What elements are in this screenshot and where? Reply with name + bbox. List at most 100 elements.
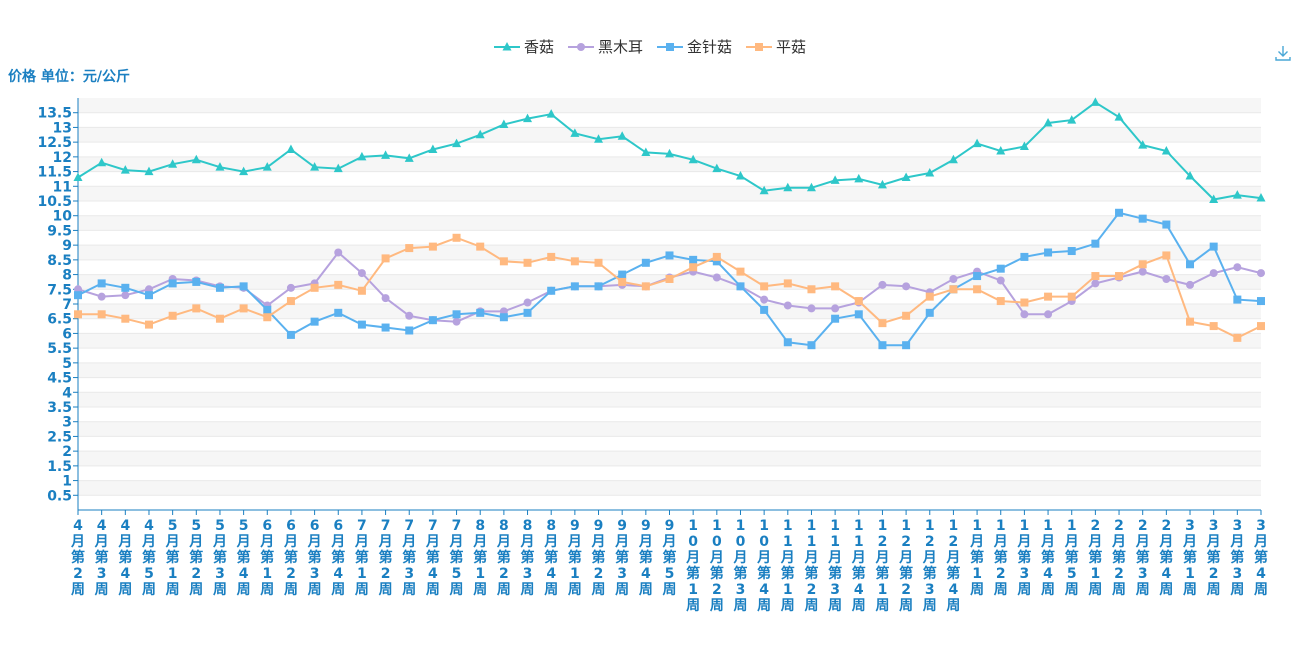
legend-marker-icon bbox=[746, 42, 773, 51]
data-point bbox=[665, 148, 674, 158]
x-tick-label: 4 月第 4 周 bbox=[117, 518, 132, 598]
legend-item[interactable]: 平菇 bbox=[746, 36, 806, 57]
legend-item[interactable]: 香菇 bbox=[493, 36, 554, 57]
data-point bbox=[925, 168, 935, 177]
data-point bbox=[546, 109, 556, 118]
legend-marker-icon bbox=[657, 42, 683, 51]
x-tick-label: 8 月第 2 周 bbox=[496, 518, 511, 598]
data-point bbox=[1067, 115, 1077, 124]
data-point bbox=[239, 166, 249, 176]
legend-marker bbox=[755, 42, 764, 51]
y-tick-label: 7 bbox=[62, 297, 72, 313]
x-tick-label: 1 2 月第 3 周 bbox=[922, 518, 937, 614]
data-point bbox=[712, 257, 721, 266]
data-point bbox=[1162, 274, 1171, 283]
data-point bbox=[1044, 310, 1053, 319]
legend-label: 香菇 bbox=[523, 38, 554, 56]
data-point bbox=[215, 283, 224, 292]
data-point bbox=[878, 280, 887, 289]
x-tick-label: 1 0 月第 3 周 bbox=[732, 518, 747, 614]
x-tick-label: 1 2 月第 4 周 bbox=[945, 518, 960, 614]
data-point bbox=[405, 311, 414, 320]
data-point bbox=[807, 304, 816, 313]
data-point bbox=[286, 330, 295, 339]
data-point bbox=[1209, 269, 1218, 278]
data-point bbox=[310, 283, 319, 292]
grid-band bbox=[78, 377, 1261, 393]
data-point bbox=[1232, 190, 1242, 199]
data-point bbox=[97, 310, 106, 319]
x-tick-label: 1 月第 5 周 bbox=[1064, 518, 1079, 598]
grid-band bbox=[78, 495, 1261, 510]
data-point bbox=[665, 274, 674, 283]
data-point bbox=[476, 308, 485, 317]
grid-band bbox=[78, 421, 1261, 437]
grid-band bbox=[78, 304, 1261, 319]
x-tick-label: 1 2 月第 1 周 bbox=[874, 518, 889, 614]
grid-band bbox=[78, 333, 1261, 349]
y-tick-label: 9.5 bbox=[47, 223, 72, 239]
data-point bbox=[1233, 263, 1242, 272]
download-icon[interactable] bbox=[1274, 44, 1292, 62]
legend-marker bbox=[666, 42, 674, 51]
data-point bbox=[570, 282, 579, 291]
data-point bbox=[1233, 295, 1242, 304]
data-point bbox=[1115, 208, 1124, 217]
data-point bbox=[310, 317, 319, 326]
data-point bbox=[357, 320, 366, 329]
x-tick-label: 7 月第 1 周 bbox=[354, 518, 369, 598]
data-point bbox=[736, 267, 745, 276]
legend-item[interactable]: 金针菇 bbox=[657, 36, 732, 57]
data-point bbox=[712, 163, 722, 173]
legend-marker bbox=[502, 41, 512, 50]
data-point bbox=[830, 175, 840, 184]
data-point bbox=[1257, 269, 1265, 278]
data-point bbox=[1114, 112, 1124, 121]
x-tick-label: 4 月第 5 周 bbox=[141, 518, 156, 598]
legend: 香菇 黑木耳 金针菇 平菇 bbox=[0, 36, 1300, 57]
x-tick-label: 8 月第 3 周 bbox=[520, 518, 535, 598]
grid-band bbox=[78, 480, 1261, 496]
grid-band bbox=[78, 259, 1261, 275]
data-point bbox=[902, 311, 911, 320]
data-point bbox=[263, 305, 272, 314]
data-point bbox=[1162, 251, 1171, 260]
data-point bbox=[854, 173, 864, 183]
data-point bbox=[310, 162, 320, 171]
grid-band bbox=[78, 201, 1261, 216]
data-point bbox=[783, 182, 793, 192]
data-point bbox=[168, 311, 177, 320]
data-point bbox=[239, 282, 248, 291]
data-point bbox=[381, 150, 391, 159]
data-point bbox=[97, 279, 106, 288]
data-point bbox=[428, 316, 437, 325]
y-tick-label: 9 bbox=[62, 238, 72, 254]
data-point bbox=[1091, 239, 1100, 248]
data-point bbox=[1020, 310, 1029, 319]
y-axis-label: 价格 单位：元/公斤 bbox=[8, 69, 130, 85]
grid-band bbox=[78, 465, 1261, 481]
data-point bbox=[428, 242, 437, 251]
data-point bbox=[973, 272, 982, 281]
data-point bbox=[1019, 141, 1029, 151]
x-tick-label: 7 月第 3 周 bbox=[401, 518, 416, 598]
data-point bbox=[617, 131, 627, 140]
x-tick-label: 2 月第 1 周 bbox=[1087, 518, 1102, 598]
x-tick-label: 9 月第 3 周 bbox=[614, 518, 629, 598]
data-point bbox=[286, 144, 296, 153]
data-point bbox=[877, 179, 887, 189]
data-point bbox=[192, 277, 201, 286]
data-point bbox=[1138, 267, 1147, 276]
data-point bbox=[404, 153, 414, 162]
data-point bbox=[1233, 333, 1242, 342]
data-point bbox=[476, 242, 485, 251]
legend-item[interactable]: 黑木耳 bbox=[567, 36, 643, 57]
legend-marker bbox=[576, 42, 585, 51]
data-point bbox=[925, 292, 934, 301]
data-point bbox=[1091, 272, 1100, 281]
data-point bbox=[1185, 170, 1195, 180]
x-tick-label: 5 月第 1 周 bbox=[165, 518, 180, 598]
y-tick-label: 1.5 bbox=[47, 459, 72, 475]
x-tick-label: 6 月第 4 周 bbox=[330, 518, 345, 598]
y-tick-label: 11 bbox=[53, 179, 72, 195]
